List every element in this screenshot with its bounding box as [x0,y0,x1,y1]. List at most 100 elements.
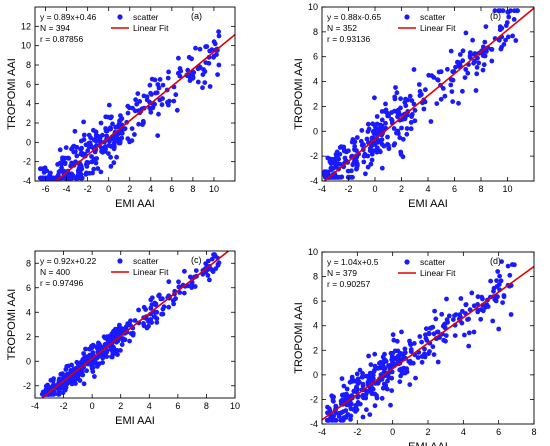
scatter-point [445,66,450,72]
scatter-point [431,352,437,357]
y-tick-label: 2 [26,118,31,128]
scatter-point [383,101,388,107]
scatter-point [466,343,472,349]
scatter-point [209,267,215,272]
scatter-point [97,341,102,347]
scatter-point [40,175,46,181]
scatter-point [512,8,517,14]
scatter-point [81,119,86,125]
scatter-point [372,403,378,409]
scatter-point [60,390,66,395]
scatter-point [399,329,404,335]
scatter-point [411,67,417,72]
y-tick-label: 12 [21,21,31,31]
x-tick-label: 2 [127,184,132,194]
scatter-point [375,126,381,132]
scatter-point [412,118,418,124]
scatter-point [506,14,512,20]
scatter-point [389,388,395,393]
scatter-point [62,381,68,387]
scatter-point [473,88,479,93]
scatter-point [360,414,366,420]
scatter-point [463,30,469,36]
scatter-point [341,147,347,153]
scatter-point [98,169,104,175]
scatter-point [111,344,116,350]
legend-scatter-marker [404,14,410,20]
scatter-point [150,105,156,111]
scatter-point [404,369,410,375]
scatter-point [119,116,125,121]
panel-label: (d) [490,256,501,266]
scatter-point [197,46,203,52]
scatter-point [476,60,482,66]
scatter-point [442,93,448,99]
scatter-point [341,383,347,389]
scatter-point [82,355,87,360]
scatter-point [354,371,360,377]
scatter-point [391,337,397,343]
scatter-point [497,273,502,279]
scatter-point [339,410,344,416]
scatter-point [364,407,369,413]
scatter-point [116,140,122,146]
scatter-point [360,381,366,387]
scatter-point [186,54,192,60]
scatter-point [116,325,122,331]
scatter-point [348,417,353,422]
legend-scatter-label: scatter [420,257,446,267]
scatter-point [108,164,114,169]
scatter-point [74,371,79,377]
scatter-point [62,160,68,166]
scatter-point [120,326,126,332]
scatter-point [441,337,447,343]
scatter-point [426,351,431,357]
scatter-point [332,158,338,164]
scatter-point [154,309,160,315]
scatter-point [215,262,221,268]
scatter-point [136,307,142,313]
scatter-point [202,80,208,85]
scatter-point [195,79,201,85]
scatter-point [460,88,465,94]
scatter-point [453,64,458,70]
scatter-point [463,67,469,72]
scatter-point [383,358,389,364]
scatter-point [450,99,456,104]
stat-line: y = 0.92x+0.22 [40,256,97,266]
scatter-point [417,334,423,339]
panel-label: (c) [191,255,202,265]
x-tick-label: -4 [318,184,326,194]
legend-scatter-label: scatter [133,12,159,22]
scatter-point [440,86,446,91]
scatter-point [392,355,397,361]
scatter-point [157,77,163,82]
scatter-point [385,134,390,140]
scatter-point [160,82,166,88]
scatter-point [372,95,377,101]
scatter-point [153,301,159,307]
scatter-point [417,89,423,94]
scatter-point [411,341,417,346]
scatter-point [357,401,363,407]
scatter-point [354,135,360,140]
panel-label: (a) [191,11,202,21]
scatter-point [368,373,374,378]
scatter-point [149,302,155,308]
scatter-point [384,386,390,392]
scatter-point [193,45,198,51]
x-tick-label: 2 [425,427,430,437]
scatter-point [209,47,215,53]
scatter-point [375,365,381,371]
scatter-point [466,330,472,336]
x-tick-label: 6 [452,184,457,194]
scatter-point [500,8,506,14]
scatter-point [101,334,107,340]
fit-line [323,7,534,181]
scatter-point [468,52,473,58]
scatter-point [129,126,135,131]
scatter-point [402,346,408,352]
scatter-point [408,349,414,354]
panel-label: (b) [490,11,501,21]
